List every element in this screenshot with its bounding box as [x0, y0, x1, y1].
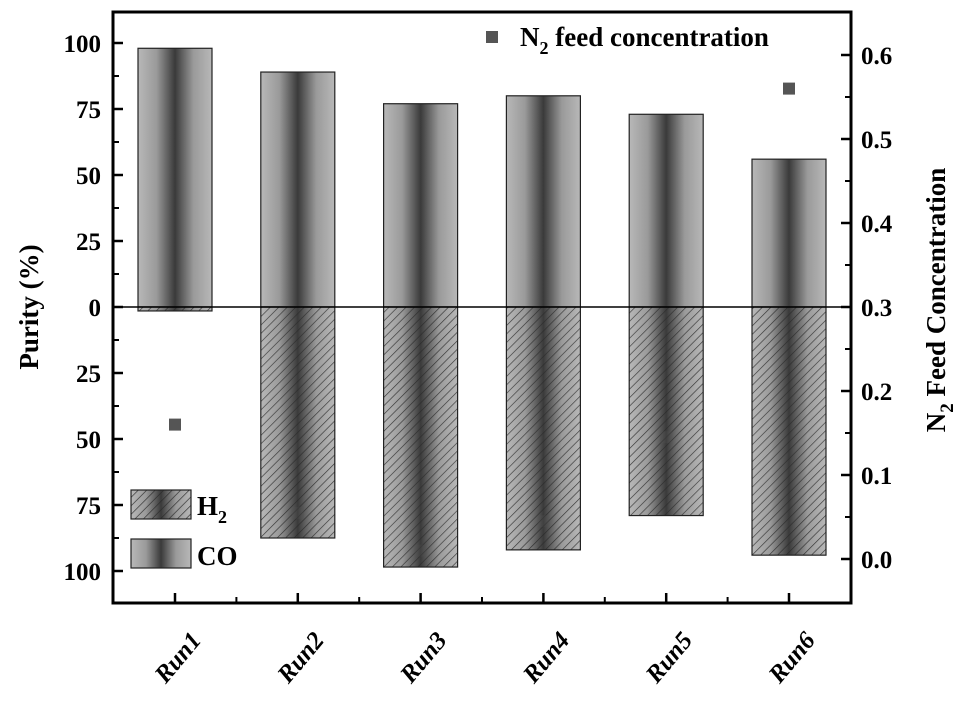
- x-tick-label: Run2: [272, 627, 330, 689]
- y-tick-label: 100: [64, 31, 102, 58]
- legend-marker-n2: [486, 31, 498, 43]
- y-tick-label: 0: [89, 295, 102, 322]
- y-axis-right-label: N2 Feed Concentration: [921, 168, 958, 432]
- bar-co-Run4: [505, 95, 581, 308]
- x-tick-label: Run4: [517, 627, 575, 689]
- y-tick-label: 100: [64, 559, 102, 586]
- bar-h2-Run6: [751, 306, 827, 556]
- y-tick-label: 50: [76, 163, 101, 190]
- y-tick-label: 50: [76, 427, 101, 454]
- y-tick-label: 75: [76, 97, 101, 124]
- bar-h2-Run4: [505, 306, 581, 551]
- x-tick-label: Run3: [395, 627, 453, 689]
- bar-co-Run2: [260, 71, 336, 308]
- x-tick-label: Run1: [149, 627, 207, 689]
- y-right-tick-label: 0.3: [861, 295, 892, 322]
- legend-label-h2: H2: [197, 491, 227, 527]
- marker-n2-Run5: [660, 431, 673, 444]
- bars-layer: [137, 47, 827, 568]
- bar-h2-Run2: [260, 306, 336, 539]
- y-right-tick-label: 0.2: [861, 379, 892, 406]
- x-tick-label: Run6: [763, 627, 821, 689]
- y-tick-label: 25: [76, 229, 101, 256]
- legend-label-co: CO: [197, 541, 238, 571]
- bar-co-Run3: [383, 103, 459, 308]
- y-right-tick-label: 0.4: [861, 211, 893, 238]
- bar-h2-Run3: [383, 306, 459, 568]
- marker-n2-Run2: [291, 506, 304, 519]
- marker-n2-Run6: [783, 82, 795, 95]
- y-right-tick-label: 0.5: [861, 127, 892, 154]
- marker-n2-Run3: [414, 544, 427, 557]
- y-tick-label: 25: [76, 361, 101, 388]
- marker-n2-Run4: [537, 515, 550, 528]
- legend-swatch-h2: [130, 489, 192, 520]
- bar-co-Run1: [137, 47, 213, 308]
- legend-swatch-co: [130, 538, 192, 569]
- x-tick-label: Run5: [640, 627, 698, 689]
- bar-co-Run5: [628, 113, 704, 308]
- marker-n2-Run1: [169, 418, 181, 431]
- y-axis-label: Purity (%): [14, 244, 44, 369]
- markers-layer: [169, 82, 795, 557]
- y-tick-label: 75: [76, 493, 101, 520]
- axes-layer: [111, 10, 853, 605]
- y-right-tick-label: 0.0: [861, 547, 892, 574]
- legend: H2 CO N2 feed concentration: [130, 22, 769, 571]
- bar-h2-Run5: [628, 306, 704, 517]
- legend-label-n2: N2 feed concentration: [520, 22, 769, 58]
- y-right-tick-label: 0.6: [861, 43, 892, 70]
- y-right-tick-label: 0.1: [861, 463, 892, 490]
- bar-co-Run6: [751, 158, 827, 308]
